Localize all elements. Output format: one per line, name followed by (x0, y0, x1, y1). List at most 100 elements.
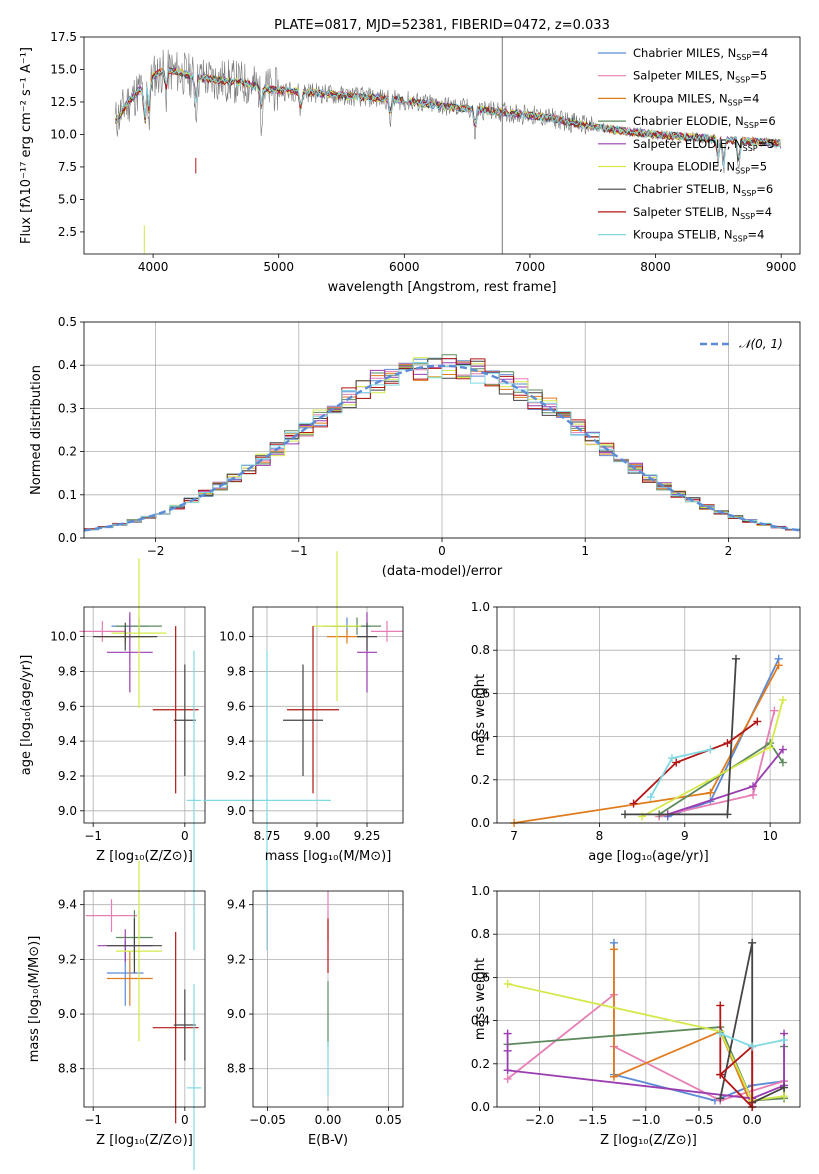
axes-frame (496, 890, 801, 1108)
y-tick-label: 9.4 (58, 898, 77, 912)
y-axis-label: Normed distribution (29, 365, 44, 495)
y-tick-label: 17.5 (50, 30, 77, 44)
x-tick-label: 0.00 (315, 1113, 342, 1127)
legend-label: Salpeter MILES, NSSP=5 (633, 69, 767, 85)
errorbar-point (106, 918, 162, 974)
legend-label: Chabrier MILES, NSSP=4 (633, 46, 768, 62)
x-tick-label: 7 (510, 829, 518, 843)
errorbar-point (111, 558, 167, 709)
y-tick-label: 9.6 (58, 699, 77, 713)
y-tick-label: 0.5 (58, 315, 77, 329)
series-line (719, 942, 785, 1105)
legend-label: Salpeter STELIB, NSSP=4 (633, 205, 772, 221)
y-tick-label: 0.0 (58, 531, 77, 545)
series-marker (748, 1042, 757, 1051)
x-axis-label: wavelength [Angstrom, rest frame] (328, 280, 557, 295)
x-tick-label: 9.25 (354, 829, 381, 843)
series-marker (723, 810, 732, 819)
y-tick-label: 9.0 (58, 1007, 77, 1021)
x-axis-label: age [log₁₀(age/yr)] (588, 849, 709, 864)
legend: Chabrier MILES, NSSP=4 Salpeter MILES, NS… (598, 46, 776, 244)
errorbar-point (152, 626, 199, 794)
x-tick-label: −2.0 (525, 1113, 554, 1127)
y-tick-label: 0.2 (471, 1057, 490, 1071)
axes-frame (83, 36, 801, 255)
series-marker (778, 745, 787, 754)
series-marker (629, 799, 638, 808)
legend-label: Chabrier STELIB, NSSP=6 (633, 182, 773, 198)
y-tick-label: 9.4 (58, 734, 77, 748)
chart-residuals: −2 −1 0 1 2 0.0 0.1 0.2 0.3 0.4 0.5 𝒩(0, 1) (data-mo… (29, 315, 801, 579)
normal-curve-line (84, 364, 800, 532)
series-marker (748, 938, 757, 947)
histograms (84, 354, 800, 533)
series-marker (503, 1074, 512, 1083)
x-tick-label: 9 (681, 829, 689, 843)
axes-frame (252, 606, 404, 824)
y-tick-label: 9.0 (227, 804, 246, 818)
x-axis-label: Z [log₁₀(Z/Z⊙)] (96, 1133, 193, 1148)
errorbar-point (313, 551, 361, 702)
model-spectrum-line (115, 68, 781, 168)
y-tick-label: 0.2 (471, 773, 490, 787)
series-marker (503, 1046, 512, 1055)
y-tick-label: 12.5 (50, 95, 77, 109)
series-marker (749, 790, 758, 799)
x-axis-label: E(B-V) (308, 1133, 348, 1148)
errorbar-point (186, 650, 202, 951)
x-tick-label: 7000 (515, 260, 546, 274)
series-marker (716, 1001, 725, 1010)
errorbar-point (173, 664, 196, 776)
y-tick-label: 0.8 (471, 643, 490, 657)
errorbar-point (357, 622, 377, 651)
y-tick-label: 9.0 (58, 804, 77, 818)
y-tick-label: 9.2 (227, 769, 246, 783)
axes-frame (496, 606, 801, 824)
series-marker (723, 739, 732, 748)
y-tick-label: 15.0 (50, 62, 77, 76)
errorbar-point (93, 622, 158, 651)
series-marker (609, 945, 618, 954)
series-marker (706, 745, 715, 754)
x-tick-label: −0.5 (684, 1113, 713, 1127)
series-marker (646, 793, 655, 802)
y-tick-label: 9.0 (227, 1007, 246, 1021)
axes-frame (83, 606, 206, 824)
y-tick-label: 9.2 (58, 769, 77, 783)
y-tick-label: 0.2 (58, 445, 77, 459)
y-tick-label: 8.8 (58, 1062, 77, 1076)
y-tick-label: 10.0 (50, 630, 77, 644)
x-tick-label: 1 (581, 544, 589, 558)
y-tick-label: 9.4 (227, 734, 246, 748)
errorbar-point (152, 932, 199, 1124)
series-marker (716, 1094, 725, 1103)
series-marker (609, 1072, 618, 1081)
x-tick-label: 9.00 (304, 829, 331, 843)
spectrum-series (114, 37, 782, 254)
series-marker (503, 1066, 512, 1075)
x-tick-label: −2 (147, 544, 165, 558)
y-tick-label: 0.4 (471, 1014, 490, 1028)
errorbar-point (106, 951, 153, 1006)
legend-label: Kroupa STELIB, NSSP=4 (633, 228, 764, 244)
x-tick-label: −1.5 (578, 1113, 607, 1127)
series-marker (667, 754, 676, 763)
y-tick-label: 9.2 (227, 952, 246, 966)
series-marker (780, 1092, 789, 1101)
y-tick-label: 9.8 (227, 664, 246, 678)
x-tick-label: 0 (181, 829, 189, 843)
errorbar-point (85, 899, 138, 933)
axes-frame (252, 890, 404, 1108)
x-axis-label: Z [log₁₀(Z/Z⊙)] (600, 1133, 697, 1148)
series-marker (672, 758, 681, 767)
errorbar-point (287, 626, 339, 794)
series-marker (621, 810, 630, 819)
chart-mass-vs-Z: −1 0 8.8 9.0 9.2 9.4 Z [log₁₀(Z/Z⊙)] mass [log₁… (27, 860, 206, 1174)
axes-frame (83, 321, 801, 539)
chart-mass-vs-ebv: −0.05 0.00 0.05 8.8 9.0 9.2 9.4 E(B-V) (227, 890, 404, 1148)
y-axis-label: age [log₁₀(age/yr)] (19, 655, 34, 776)
legend-label: Chabrier ELODIE, NSSP=6 (633, 114, 776, 130)
legend-label: Kroupa ELODIE, NSSP=5 (633, 160, 767, 176)
series-line (613, 949, 754, 1108)
